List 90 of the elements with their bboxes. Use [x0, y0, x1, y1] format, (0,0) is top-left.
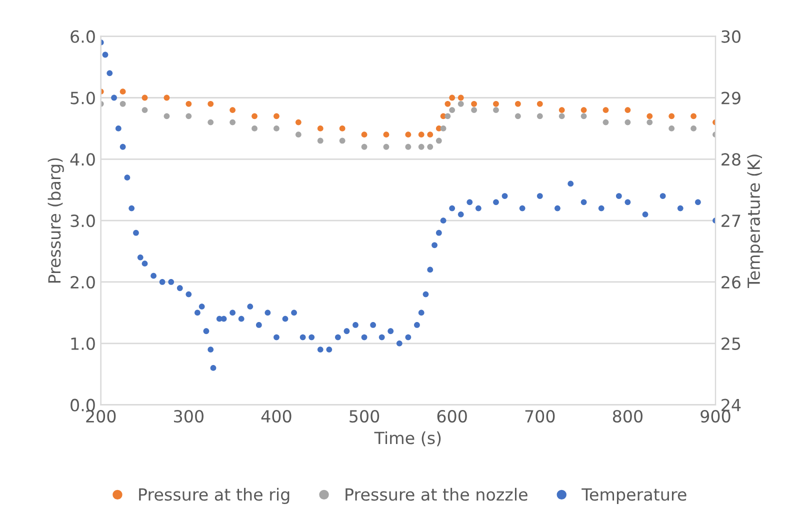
point	[493, 107, 499, 113]
point	[186, 113, 192, 120]
point	[646, 119, 653, 126]
y2-tick-label: 26	[722, 276, 741, 289]
point	[252, 126, 258, 132]
x-axis-title: Time (s)	[374, 431, 441, 446]
point	[164, 113, 170, 120]
point	[624, 107, 631, 113]
point	[436, 138, 442, 144]
point	[690, 113, 696, 120]
point	[668, 113, 675, 120]
y-tick-label: 4.0	[70, 153, 95, 166]
point	[444, 113, 451, 120]
point	[514, 113, 521, 120]
point	[514, 100, 521, 107]
x-tick-label: 800	[612, 410, 642, 423]
point	[317, 138, 324, 144]
y2-tick-label: 24	[722, 398, 741, 412]
point	[252, 113, 258, 120]
y-tick-label: 3.0	[70, 214, 95, 228]
point	[449, 107, 456, 113]
legend-label: Pressure at the rig	[139, 488, 290, 504]
x-tick-label: 200	[86, 410, 116, 423]
point	[602, 107, 609, 113]
point	[624, 119, 631, 126]
point	[317, 126, 324, 132]
point	[383, 144, 390, 150]
point	[449, 94, 456, 101]
y-tick-label: 2.0	[70, 276, 95, 289]
point	[558, 107, 565, 113]
y2-tick-label: 25	[722, 337, 740, 350]
point	[383, 132, 390, 138]
point	[230, 119, 236, 126]
point	[186, 100, 192, 107]
point	[668, 126, 675, 132]
y-axis-title: Pressure (barg)	[48, 158, 64, 283]
point	[580, 107, 587, 113]
y2-tick-label: 29	[722, 92, 740, 104]
point	[339, 126, 346, 132]
point	[536, 100, 543, 107]
point	[444, 100, 451, 107]
legend-label: Pressure at the nozzle	[346, 488, 528, 501]
x-tick-label: 300	[174, 410, 204, 423]
point	[458, 100, 464, 107]
point	[230, 107, 236, 113]
point	[602, 119, 609, 126]
y-tick-label: 0.0	[70, 398, 95, 412]
point	[361, 144, 368, 150]
x-tick-label: 500	[350, 410, 380, 423]
point	[493, 100, 499, 107]
point	[142, 107, 148, 113]
y-tick-label: 6.0	[70, 30, 95, 43]
point	[295, 132, 302, 138]
point	[120, 100, 126, 107]
point	[295, 119, 302, 126]
point	[427, 132, 434, 138]
point	[427, 144, 434, 150]
point	[580, 113, 587, 120]
point	[339, 138, 346, 144]
point	[440, 126, 446, 132]
x-tick-label: 700	[525, 410, 555, 423]
point	[164, 94, 170, 101]
point	[690, 126, 696, 132]
point	[405, 132, 412, 138]
point	[458, 94, 464, 101]
point	[536, 113, 543, 120]
point	[558, 113, 565, 120]
y-tick-label: 5.0	[70, 92, 95, 104]
point	[646, 113, 653, 120]
point	[471, 100, 477, 107]
point	[274, 126, 280, 132]
y2-tick-label: 30	[722, 30, 740, 43]
y-tick-label: 1.0	[71, 337, 95, 350]
point	[418, 132, 424, 138]
y2-axis-title: Temperature (K)	[747, 154, 764, 288]
point	[405, 144, 412, 150]
point	[418, 144, 424, 150]
point	[361, 132, 368, 138]
point	[208, 100, 214, 107]
legend-label: Temperature	[582, 488, 686, 504]
x-tick-label: 900	[700, 410, 730, 423]
point	[142, 94, 148, 101]
point	[274, 113, 280, 120]
y2-tick-label: 28	[722, 153, 740, 166]
x-tick-label: 600	[437, 410, 467, 423]
point	[471, 107, 477, 113]
point	[120, 88, 126, 95]
point	[208, 119, 214, 126]
y2-tick-label: 27	[722, 214, 740, 227]
x-tick-label: 400	[261, 410, 292, 423]
